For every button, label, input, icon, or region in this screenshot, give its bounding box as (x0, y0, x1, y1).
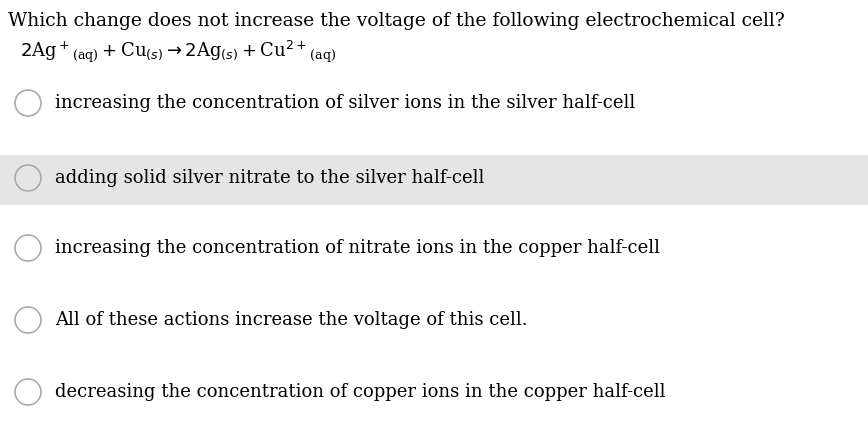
Text: increasing the concentration of silver ions in the silver half-cell: increasing the concentration of silver i… (55, 94, 635, 112)
Text: $2\mathregular{Ag}^+\mathregular{{}_{(aq)}} + \mathregular{Cu}_{(s)} \rightarrow: $2\mathregular{Ag}^+\mathregular{{}_{(aq… (20, 39, 336, 65)
Text: Which change does not increase the voltage of the following electrochemical cell: Which change does not increase the volta… (8, 12, 785, 30)
FancyBboxPatch shape (0, 155, 868, 205)
Text: adding solid silver nitrate to the silver half-cell: adding solid silver nitrate to the silve… (55, 169, 484, 187)
Text: decreasing the concentration of copper ions in the copper half-cell: decreasing the concentration of copper i… (55, 383, 666, 401)
Text: increasing the concentration of nitrate ions in the copper half-cell: increasing the concentration of nitrate … (55, 239, 660, 257)
Text: All of these actions increase the voltage of this cell.: All of these actions increase the voltag… (55, 311, 528, 329)
